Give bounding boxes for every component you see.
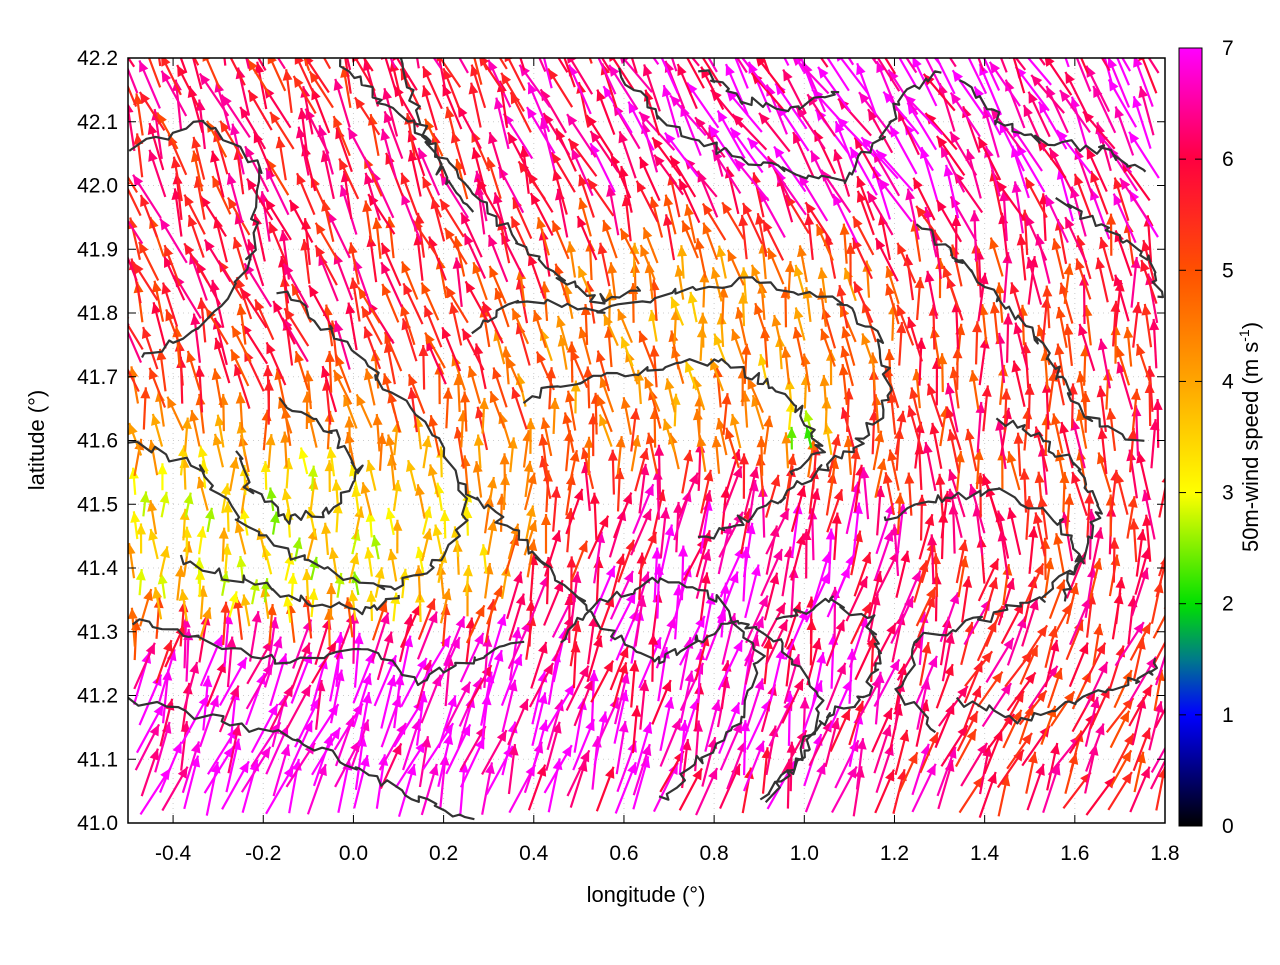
wind-arrow-head [468, 43, 478, 55]
wind-arrow-head [1165, 534, 1174, 546]
wind-arrow-head [118, 235, 127, 247]
wind-arrow-head [119, 66, 128, 78]
wind-arrow-head [224, 44, 233, 56]
wind-arrow-head [1164, 626, 1174, 638]
wind-arrow-head [593, 46, 602, 58]
wind-arrow-head [434, 45, 444, 57]
wind-arrow-head [1167, 727, 1177, 739]
wind-arrow-head [115, 201, 125, 213]
wind-arrow-head [144, 47, 153, 59]
wind-arrow-head [114, 156, 124, 168]
wind-arrow-head [119, 352, 128, 364]
wind-arrow-head [187, 42, 197, 54]
wind-arrow-head [118, 45, 127, 57]
wind-arrow-head [1169, 684, 1178, 696]
wind-arrow-head [536, 36, 546, 48]
wind-arrow-head [558, 43, 567, 55]
